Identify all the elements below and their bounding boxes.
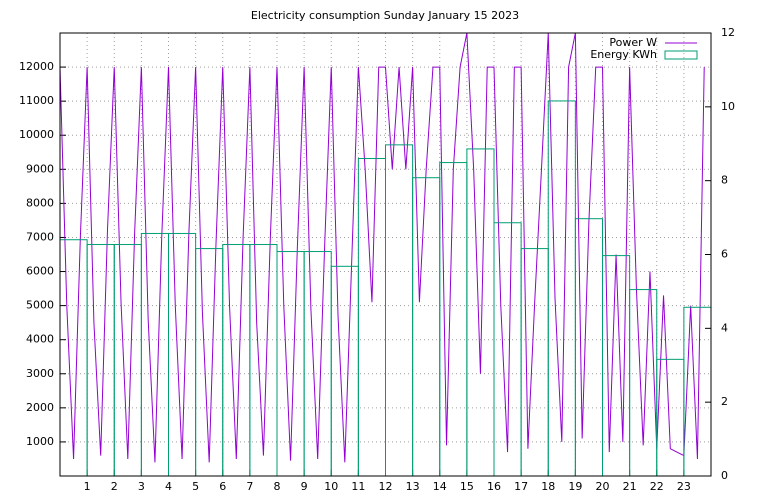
y-tick-label: 6000 (26, 265, 54, 278)
y-tick-label: 10000 (19, 128, 54, 141)
y2-tick-label: 2 (721, 395, 728, 408)
y-tick-label: 1000 (26, 435, 54, 448)
y-tick-label: 5000 (26, 299, 54, 312)
y2-tick-label: 4 (721, 321, 728, 334)
y2-tick-label: 12 (721, 26, 735, 39)
y2-tick-label: 0 (721, 469, 728, 482)
plot-border (59, 32, 712, 477)
x-tick-label: 12 (379, 480, 393, 493)
x-tick-label: 17 (514, 480, 528, 493)
x-tick-label: 20 (596, 480, 610, 493)
power-line (59, 32, 705, 463)
y-tick-label: 3000 (26, 367, 54, 380)
x-tick-label: 8 (274, 480, 281, 493)
x-tick-label: 15 (460, 480, 474, 493)
y2-tick-label: 8 (721, 174, 728, 187)
x-tick-label: 6 (219, 480, 226, 493)
y-tick-label: 11000 (19, 94, 54, 107)
y-tick-label: 12000 (19, 60, 54, 73)
chart-title: Electricity consumption Sunday January 1… (251, 9, 519, 22)
y2-tick-label: 10 (721, 100, 735, 113)
x-tick-label: 23 (677, 480, 691, 493)
x-tick-label: 4 (165, 480, 172, 493)
x-tick-label: 16 (487, 480, 501, 493)
legend-swatch (664, 50, 698, 60)
y2-tick-label: 6 (721, 248, 728, 261)
x-tick-label: 18 (541, 480, 555, 493)
legend-label: Energy KWh (590, 48, 657, 61)
y-tick-label: 4000 (26, 333, 54, 346)
x-tick-label: 22 (650, 480, 664, 493)
x-tick-label: 2 (111, 480, 118, 493)
x-tick-label: 13 (406, 480, 420, 493)
y-tick-label: 7000 (26, 230, 54, 243)
x-tick-label: 19 (568, 480, 582, 493)
y-tick-label: 2000 (26, 401, 54, 414)
x-tick-label: 7 (246, 480, 253, 493)
x-tick-label: 3 (138, 480, 145, 493)
x-tick-label: 5 (192, 480, 199, 493)
x-tick-label: 14 (433, 480, 447, 493)
x-tick-label: 10 (324, 480, 338, 493)
x-tick-label: 9 (301, 480, 308, 493)
y-tick-label: 8000 (26, 196, 54, 209)
legend-label: Power W (609, 36, 657, 49)
y-tick-label: 9000 (26, 162, 54, 175)
x-tick-label: 1 (84, 480, 91, 493)
x-tick-label: 21 (623, 480, 637, 493)
x-tick-label: 11 (351, 480, 365, 493)
